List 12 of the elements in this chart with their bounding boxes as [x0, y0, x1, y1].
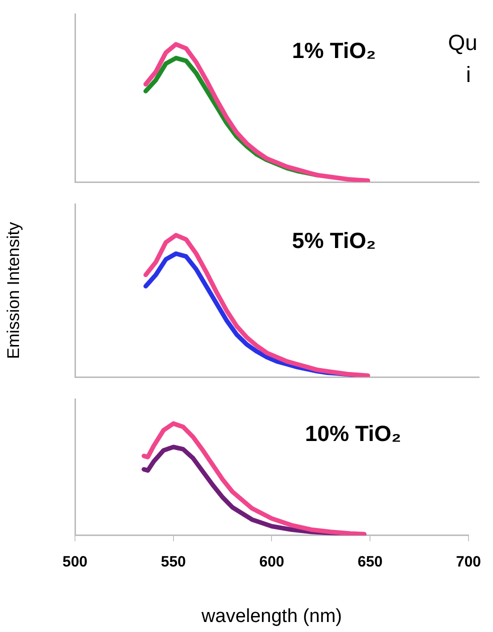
x-tick-label: 600 [259, 553, 284, 570]
annotation: 5% TiO₂ [292, 228, 376, 254]
x-axis-title: wavelength (nm) [200, 606, 342, 627]
annotation: 1% TiO₂ [292, 38, 376, 64]
annotation: Qu [448, 30, 478, 56]
x-tick-label: 700 [456, 553, 481, 570]
x-tick-label: 500 [62, 553, 88, 570]
x-tick-label: 650 [358, 553, 383, 570]
x-tick-label: 550 [160, 553, 186, 570]
annotation: 10% TiO₂ [305, 421, 402, 447]
annotation: i [466, 62, 471, 88]
y-axis-title: Emission Intensity [4, 222, 23, 359]
